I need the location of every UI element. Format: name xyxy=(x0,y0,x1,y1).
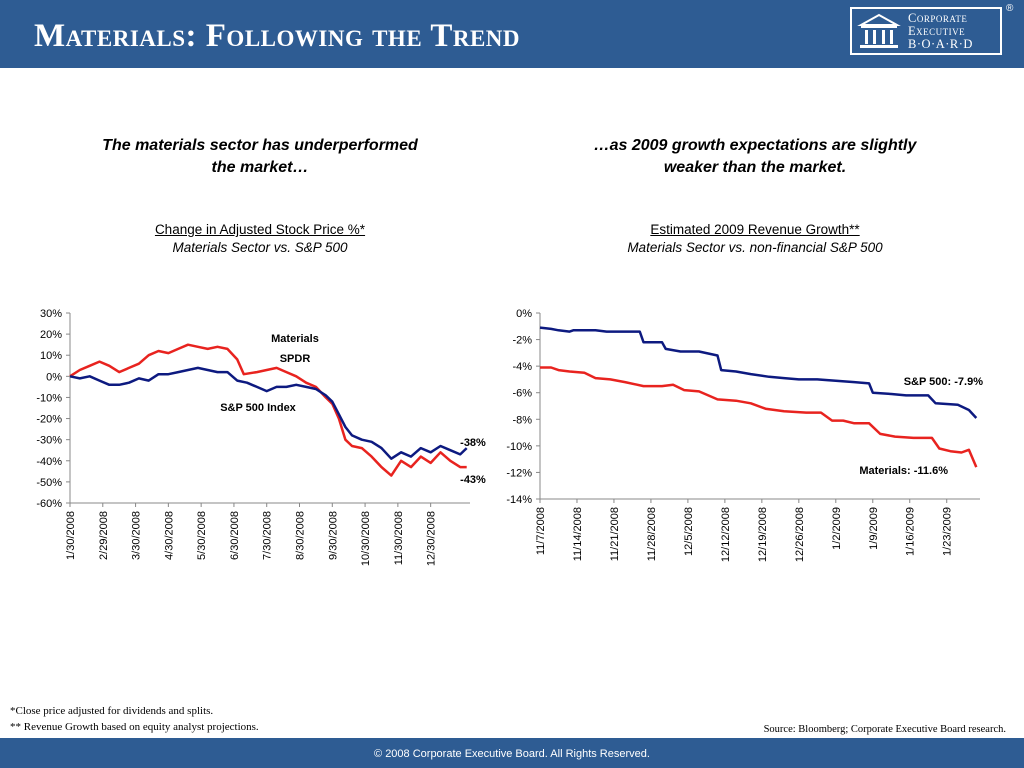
right-headline-line2: weaker than the market. xyxy=(663,159,847,176)
left-chart-title: Change in Adjusted Stock Price %* xyxy=(154,222,366,237)
x-tick-label: 5/30/2008 xyxy=(196,511,208,560)
logo-line-board: B·O·A·R·D xyxy=(908,37,973,51)
x-tick-label: 1/2/2009 xyxy=(831,507,843,550)
right-headline: …as 2009 growth expectations are slightl… xyxy=(545,135,965,179)
series-line-s-p-500-index xyxy=(69,366,468,460)
y-tick-label: -8% xyxy=(512,414,532,426)
x-tick-label: 12/19/2008 xyxy=(757,507,769,562)
materials-label-line2: SPDR xyxy=(280,353,311,365)
y-tick-label: -4% xyxy=(512,361,532,373)
left-headline: The materials sector has underperformed … xyxy=(60,135,460,179)
left-headline-line2: the market… xyxy=(211,159,309,176)
header-bar xyxy=(0,0,1024,68)
x-tick-label: 1/23/2009 xyxy=(942,507,954,556)
footnote-revenue: ** Revenue Growth based on equity analys… xyxy=(10,721,259,733)
series-line-materials-spdr xyxy=(69,343,467,477)
x-tick-label: 7/30/2008 xyxy=(262,511,274,560)
y-tick-label: -20% xyxy=(36,414,62,426)
x-tick-label: 10/30/2008 xyxy=(360,511,372,566)
x-tick-label: 1/9/2009 xyxy=(868,507,880,550)
y-tick-label: -6% xyxy=(512,388,532,400)
y-tick-label: 10% xyxy=(40,350,62,362)
x-tick-label: 11/30/2008 xyxy=(393,511,405,565)
materials-label: Materials xyxy=(271,333,319,345)
left-chart-heading: Change in Adjusted Stock Price %* Materi… xyxy=(60,221,460,257)
materials-end-label: -43% xyxy=(460,474,486,486)
x-tick-label: 2/29/2008 xyxy=(98,511,110,560)
y-tick-label: -30% xyxy=(36,435,62,447)
company-logo: Corporate Executive B·O·A·R·D xyxy=(850,7,1002,55)
x-tick-label: 8/30/2008 xyxy=(295,511,307,560)
materials-end-label: Materials: -11.6% xyxy=(859,465,948,477)
revenue-growth-chart: 0% -2% -4% -6% -8% -10% -12% -14%11/7/2008 11/14… xyxy=(506,308,984,562)
logo-line-executive: Executive xyxy=(908,24,966,38)
y-tick-label: -40% xyxy=(36,456,62,468)
y-tick-label: 0% xyxy=(516,308,532,320)
y-tick-label: -14% xyxy=(506,494,532,506)
sp500-label: S&P 500 Index xyxy=(220,402,296,414)
y-tick-label: -10% xyxy=(36,392,62,404)
x-tick-label: 12/30/2008 xyxy=(426,511,438,566)
x-tick-label: 9/30/2008 xyxy=(327,511,339,560)
series-line-materials xyxy=(540,366,978,468)
y-tick-label: 0% xyxy=(46,371,62,383)
x-tick-label: 12/26/2008 xyxy=(794,507,806,562)
page-title: Materials: Following the Trend xyxy=(34,18,521,54)
y-tick-label: -12% xyxy=(506,467,532,479)
right-headline-line1: …as 2009 growth expectations are slightl… xyxy=(593,137,917,154)
logo-line-corporate: Corporate xyxy=(908,11,968,25)
series-line-s-p-500 xyxy=(539,326,978,419)
x-tick-label: 3/30/2008 xyxy=(131,511,143,560)
x-tick-label: 12/5/2008 xyxy=(683,507,695,556)
copyright: © 2008 Corporate Executive Board. All Ri… xyxy=(374,748,650,760)
left-headline-line1: The materials sector has underperformed xyxy=(102,137,418,154)
x-tick-label: 12/12/2008 xyxy=(720,507,732,562)
x-tick-label: 11/21/2008 xyxy=(609,507,621,561)
x-tick-label: 11/14/2008 xyxy=(572,507,584,561)
source-note: Source: Bloomberg; Corporate Executive B… xyxy=(763,724,1006,735)
y-tick-label: -2% xyxy=(512,335,532,347)
left-chart-subtitle: Materials Sector vs. S&P 500 xyxy=(172,240,348,255)
registered-mark: ® xyxy=(1006,3,1014,14)
right-chart-subtitle: Materials Sector vs. non-financial S&P 5… xyxy=(627,240,883,255)
y-tick-label: -60% xyxy=(36,498,62,510)
y-tick-label: -10% xyxy=(506,441,532,453)
x-tick-label: 4/30/2008 xyxy=(163,511,175,560)
building-icon xyxy=(857,13,901,48)
right-chart-title: Estimated 2009 Revenue Growth** xyxy=(650,222,860,237)
x-tick-label: 6/30/2008 xyxy=(229,511,241,560)
footer-bar xyxy=(0,738,1024,768)
x-tick-label: 1/30/2008 xyxy=(65,511,77,560)
y-tick-label: 20% xyxy=(40,329,62,341)
y-tick-label: 30% xyxy=(40,308,62,320)
y-tick-label: -50% xyxy=(36,477,62,489)
sp500-end-label: -38% xyxy=(460,437,486,449)
footnote-dividends: *Close price adjusted for dividends and … xyxy=(10,705,214,717)
sp500-end-label: S&P 500: -7.9% xyxy=(904,376,984,388)
stock-price-chart: 30% 20% 10% 0% -10% -20% -30% -40% -50% -60%1/30/… xyxy=(36,308,486,566)
x-tick-label: 1/16/2009 xyxy=(905,507,917,556)
x-tick-label: 11/28/2008 xyxy=(646,507,658,561)
right-chart-heading: Estimated 2009 Revenue Growth** Material… xyxy=(545,221,965,257)
x-tick-label: 11/7/2008 xyxy=(535,507,547,555)
